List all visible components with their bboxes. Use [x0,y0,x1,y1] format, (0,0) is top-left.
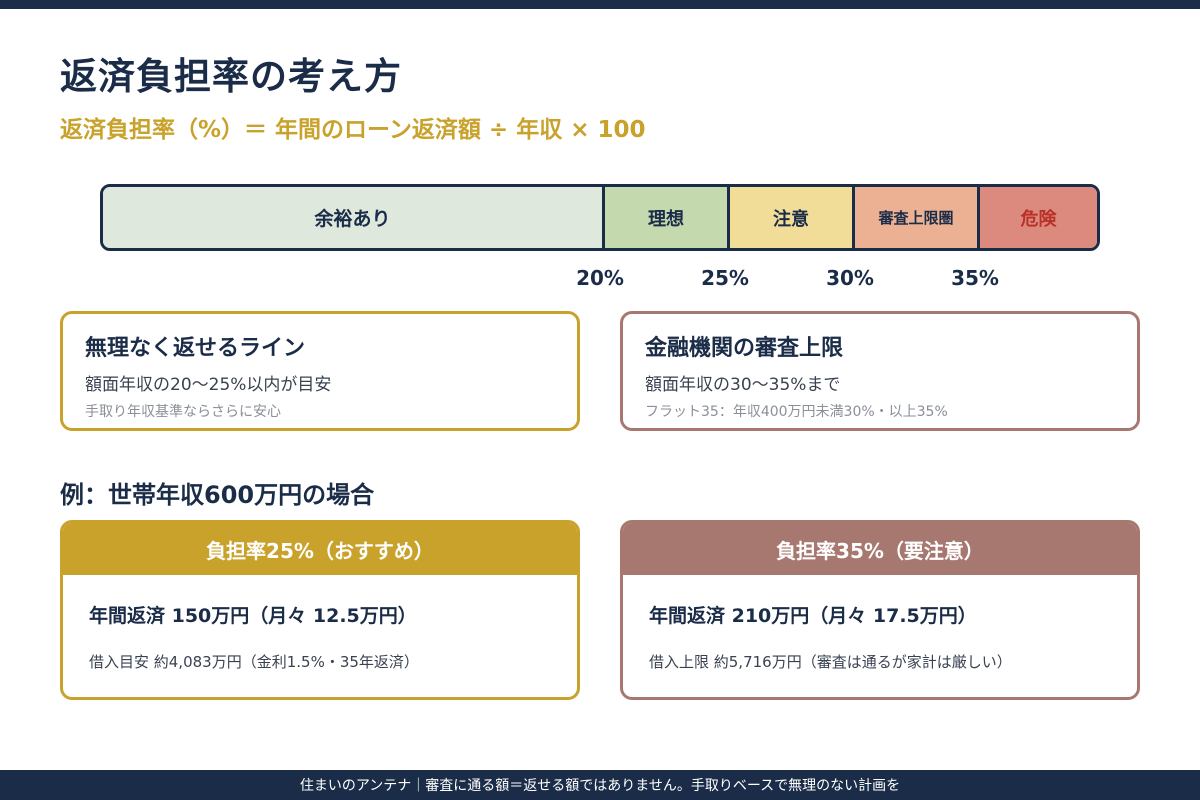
example-card-note: 借入目安 約4,083万円（金利1.5%・35年返済） [89,653,419,671]
info-card-note: 手取り年収基準ならさらに安心 [85,404,281,420]
example-title: 例：世帯年収600万円の場合 [60,481,375,509]
example-card-header: 負担率35%（要注意） [623,523,1137,575]
footer-bar: 住まいのアンテナ｜審査に通る額＝返せる額ではありません。手取りベースで無理のない… [0,770,1200,800]
gauge-tick-35: 35% [951,266,999,290]
example-card-header: 負担率25%（おすすめ） [63,523,577,575]
gauge-segment-screening-limit: 審査上限圏 [852,187,977,248]
top-accent-bar [0,0,1200,9]
example-card-35: 負担率35%（要注意） 年間返済 210万円（月々 17.5万円） 借入上限 約… [620,520,1140,700]
gauge-tick-30: 30% [826,266,874,290]
example-card-note: 借入上限 約5,716万円（審査は通るが家計は厳しい） [649,653,1012,671]
example-card-main: 年間返済 210万円（月々 17.5万円） [649,605,977,627]
info-card-heading: 金融機関の審査上限 [645,336,844,361]
example-card-25: 負担率25%（おすすめ） 年間返済 150万円（月々 12.5万円） 借入目安 … [60,520,580,700]
info-card-line: 額面年収の20〜25%以内が目安 [85,375,332,395]
info-card-heading: 無理なく返せるライン [85,336,306,361]
gauge-segment-comfortable: 余裕あり [103,187,602,248]
formula: 返済負担率（%）＝ 年間のローン返済額 ÷ 年収 × 100 [60,117,646,143]
example-card-main: 年間返済 150万円（月々 12.5万円） [89,605,417,627]
gauge-segment-caution: 注意 [727,187,852,248]
info-card-line: 額面年収の30〜35%まで [645,375,841,395]
info-card-screening-limit: 金融機関の審査上限 額面年収の30〜35%まで フラット35：年収400万円未満… [620,311,1140,431]
gauge-tick-25: 25% [701,266,749,290]
info-card-note: フラット35：年収400万円未満30%・以上35% [645,404,948,420]
info-card-affordable: 無理なく返せるライン 額面年収の20〜25%以内が目安 手取り年収基準ならさらに… [60,311,580,431]
page-title: 返済負担率の考え方 [60,55,402,98]
gauge-segment-ideal: 理想 [602,187,727,248]
ratio-gauge: 余裕あり 理想 注意 審査上限圏 危険 [100,184,1100,251]
gauge-segment-danger: 危険 [977,187,1097,248]
gauge-tick-20: 20% [576,266,624,290]
